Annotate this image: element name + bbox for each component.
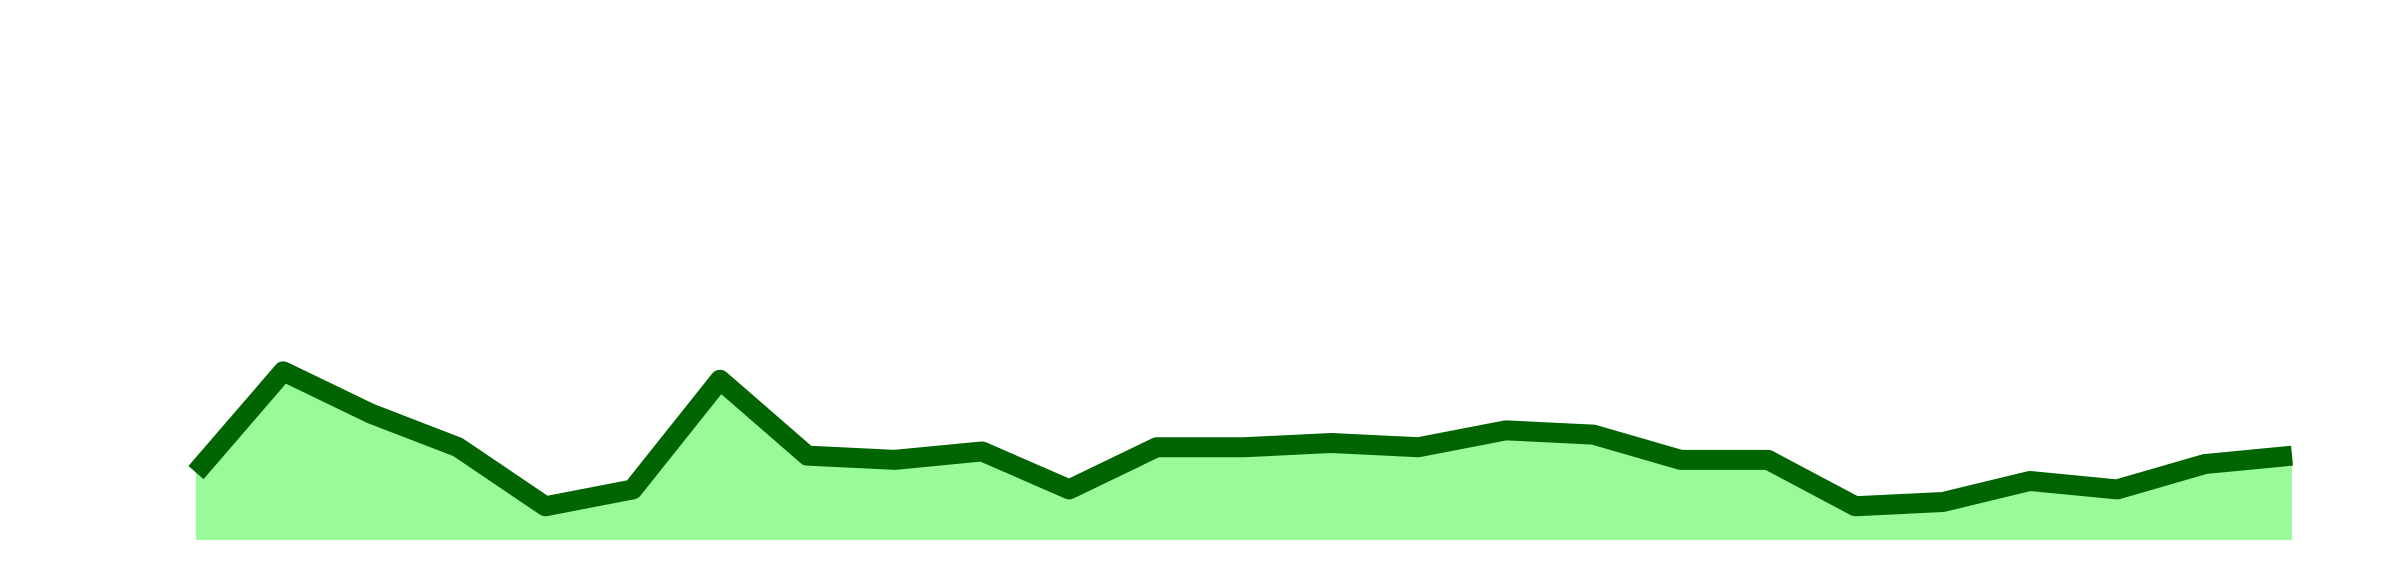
data-point-3 [368, 411, 374, 417]
data-point-14 [1328, 440, 1334, 446]
data-point-5 [542, 503, 548, 509]
data-point-22 [2027, 478, 2033, 484]
data-point-21 [1940, 499, 1946, 505]
data-point-1 [193, 470, 199, 476]
data-point-24 [2202, 461, 2208, 467]
data-point-17 [1590, 432, 1596, 438]
data-point-7 [717, 377, 723, 383]
data-point-9 [892, 457, 898, 463]
line-layer [188, 361, 2295, 517]
data-point-23 [2114, 486, 2120, 492]
data-point-8 [804, 453, 810, 459]
data-point-13 [1241, 444, 1247, 450]
data-point-19 [1765, 457, 1771, 463]
series-line [188, 361, 2293, 517]
data-point-15 [1416, 444, 1422, 450]
data-point-12 [1154, 444, 1160, 450]
data-point-4 [455, 444, 461, 450]
data-point-10 [979, 448, 985, 454]
data-point-2 [280, 368, 286, 374]
data-point-16 [1503, 427, 1509, 433]
data-point-20 [1852, 503, 1858, 509]
data-point-6 [630, 486, 636, 492]
data-point-25 [2289, 453, 2295, 459]
data-point-11 [1066, 486, 1072, 492]
data-point-18 [1678, 457, 1684, 463]
